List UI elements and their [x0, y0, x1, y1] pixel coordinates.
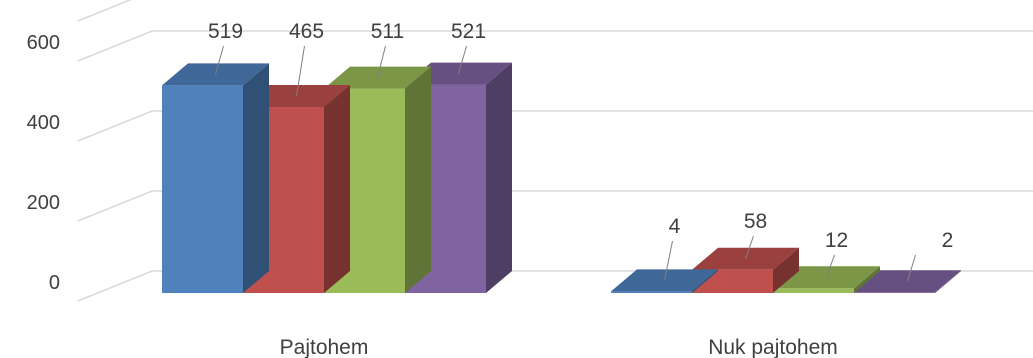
bar-front	[773, 288, 854, 293]
y-tick-label-400: 400	[27, 112, 60, 134]
category-label-0: Pajtohem	[280, 336, 369, 358]
bar-0-0	[162, 63, 269, 294]
y-tick-label-0: 0	[49, 272, 60, 294]
bar-front	[854, 292, 935, 293]
category-labels: Pajtohem Nuk pajtohem	[280, 336, 838, 358]
bar-side	[692, 269, 718, 293]
data-label-1-2: 12	[825, 229, 848, 252]
leader-line-0-1	[296, 45, 305, 97]
gridline-200	[77, 190, 1033, 222]
leader-line-0-2	[377, 45, 386, 78]
gridline-400	[77, 110, 1033, 142]
bars	[162, 62, 961, 294]
leader-line-0-0	[215, 45, 224, 75]
leader-line-1-1	[745, 235, 754, 259]
data-label-0-1: 465	[289, 20, 324, 43]
leader-line-1-2	[826, 254, 835, 278]
category-label-1: Nuk pajtohem	[708, 336, 838, 358]
gridline-600	[77, 30, 1033, 62]
data-label-1-1: 58	[744, 210, 767, 233]
data-label-0-2: 511	[371, 20, 404, 43]
y-tick-label-600: 600	[27, 32, 60, 54]
y-tick-label-200: 200	[27, 192, 60, 214]
data-label-0-0: 519	[208, 20, 243, 43]
data-label-1-0: 4	[669, 215, 681, 238]
bar-side	[405, 66, 431, 293]
data-labels: 519 465 511 521 4 58 12 2	[208, 20, 954, 282]
bar-front	[611, 291, 692, 293]
bar-front	[162, 85, 243, 294]
leader-line-1-3	[907, 254, 916, 282]
bar-side	[854, 266, 880, 293]
data-label-1-3: 2	[942, 229, 954, 252]
bar-side	[324, 85, 350, 293]
bar-side	[773, 247, 799, 293]
data-label-0-3: 521	[451, 20, 486, 43]
leader-line-0-3	[458, 45, 467, 74]
bar-side	[243, 63, 269, 294]
gridline-top	[77, 0, 132, 22]
bar-side	[935, 270, 961, 293]
bar-side	[486, 62, 512, 293]
leader-line-1-0	[664, 240, 673, 281]
y-axis-ticks: 0 200 400 600	[27, 32, 60, 294]
